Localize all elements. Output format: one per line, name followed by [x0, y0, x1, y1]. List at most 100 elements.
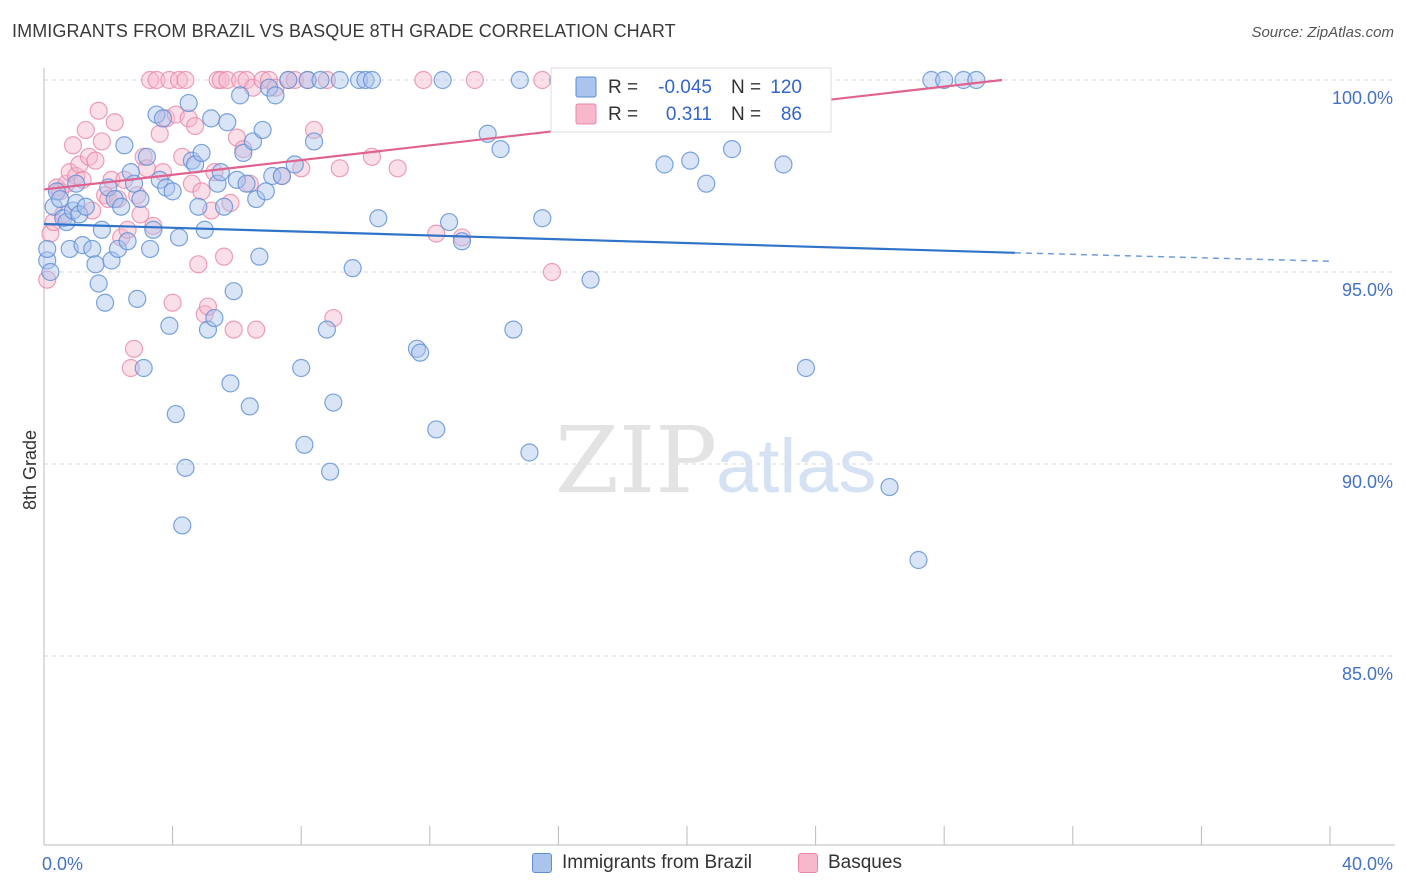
point-basque-52 — [205, 163, 224, 182]
legend-r-value-brazil: -0.045 — [658, 77, 712, 98]
point-brazil-60 — [227, 170, 246, 189]
trend-line-basque — [43, 78, 1003, 191]
point-brazil-72 — [266, 86, 285, 105]
point-brazil-31 — [134, 358, 153, 378]
point-basque-47 — [189, 255, 208, 274]
watermark-zip: ZIP — [555, 407, 717, 514]
point-brazil-117 — [935, 70, 954, 90]
point-brazil-74 — [279, 70, 298, 90]
watermark: ZIP atlas — [555, 407, 877, 514]
point-basque-45 — [182, 174, 201, 193]
point-brazil-108 — [681, 151, 700, 170]
point-basque-43 — [176, 70, 195, 90]
point-brazil-41 — [166, 404, 185, 424]
point-brazil-99 — [510, 70, 529, 90]
point-brazil-82 — [321, 462, 340, 481]
trend-line-brazil — [43, 222, 1015, 254]
point-brazil-113 — [796, 358, 816, 378]
point-brazil-57 — [218, 113, 237, 132]
point-brazil-80 — [311, 70, 330, 90]
point-brazil-86 — [349, 70, 369, 90]
point-brazil-112 — [774, 155, 793, 174]
y-tick-label-2: 90.0% — [1342, 472, 1393, 492]
point-basque-12 — [76, 120, 95, 140]
legend-n-label-basque: N = — [731, 104, 761, 125]
bottom-legend-label-basque: Basques — [828, 852, 902, 873]
point-brazil-59 — [224, 282, 243, 301]
point-brazil-17 — [89, 274, 108, 293]
point-basque-75 — [317, 70, 337, 90]
y-axis-label: 8th Grade — [20, 430, 40, 510]
point-brazil-85 — [343, 259, 362, 278]
point-brazil-106 — [655, 155, 674, 174]
point-brazil-93 — [433, 70, 452, 90]
series-basques-points — [38, 70, 562, 378]
point-basque-76 — [324, 308, 343, 328]
point-brazil-16 — [86, 255, 105, 274]
point-brazil-114 — [880, 477, 899, 497]
point-basque-85 — [542, 262, 562, 282]
point-basque-38 — [160, 70, 179, 90]
point-brazil-67 — [250, 247, 269, 266]
point-brazil-75 — [285, 155, 304, 174]
point-basque-65 — [247, 320, 266, 339]
point-brazil-119 — [967, 70, 986, 90]
point-brazil-49 — [192, 143, 211, 163]
point-brazil-11 — [67, 193, 86, 212]
point-basque-2 — [44, 212, 63, 232]
point-brazil-58 — [221, 374, 240, 393]
point-brazil-91 — [411, 343, 430, 362]
bottom-legend-swatch-basque — [798, 853, 818, 873]
point-brazil-55 — [211, 163, 230, 182]
point-basque-83 — [465, 70, 484, 90]
y-tick-label-3: 85.0% — [1342, 664, 1393, 684]
x-tick-label-1: 40.0% — [1342, 854, 1393, 874]
bottom-legend-swatch-brazil — [532, 853, 552, 873]
point-brazil-14 — [76, 197, 95, 216]
point-brazil-2 — [41, 262, 60, 282]
point-basque-55 — [214, 247, 234, 266]
stats-legend: R = -0.045 N = 120 R = 0.311 N = 86 — [550, 67, 832, 133]
point-basque-81 — [427, 224, 446, 243]
point-brazil-84 — [330, 70, 349, 90]
point-brazil-51 — [198, 320, 218, 339]
point-brazil-21 — [102, 251, 121, 270]
point-brazil-23 — [108, 239, 128, 259]
legend-box — [550, 67, 832, 133]
point-basque-71 — [285, 70, 304, 90]
point-brazil-89 — [362, 70, 382, 90]
legend-swatch-brazil — [575, 76, 597, 98]
point-brazil-98 — [504, 320, 523, 339]
point-basque-46 — [186, 116, 205, 136]
point-brazil-115 — [909, 550, 928, 570]
point-brazil-32 — [137, 147, 156, 166]
point-brazil-43 — [173, 516, 192, 535]
point-brazil-66 — [247, 189, 266, 209]
point-brazil-54 — [208, 174, 227, 193]
point-brazil-61 — [231, 86, 250, 105]
point-brazil-26 — [118, 232, 137, 251]
point-brazil-92 — [427, 420, 446, 439]
point-basque-54 — [211, 70, 230, 90]
watermark-atlas: atlas — [716, 424, 877, 509]
point-basque-48 — [192, 182, 211, 201]
point-brazil-29 — [128, 289, 147, 308]
legend-n-value-brazil: 120 — [770, 77, 802, 98]
point-brazil-42 — [169, 228, 189, 247]
point-brazil-94 — [439, 212, 459, 232]
point-basque-84 — [533, 70, 552, 90]
point-brazil-97 — [491, 140, 510, 159]
axes — [43, 68, 1395, 846]
point-brazil-63 — [237, 174, 256, 193]
point-brazil-68 — [253, 120, 272, 140]
point-brazil-25 — [115, 136, 134, 155]
y-tick-label-0: 100.0% — [1332, 88, 1393, 108]
point-brazil-10 — [67, 174, 86, 193]
point-brazil-34 — [144, 220, 163, 239]
point-brazil-109 — [697, 174, 716, 193]
point-brazil-52 — [202, 109, 221, 128]
point-brazil-78 — [298, 70, 317, 90]
point-basque-26 — [121, 358, 140, 378]
point-brazil-87 — [356, 70, 375, 90]
